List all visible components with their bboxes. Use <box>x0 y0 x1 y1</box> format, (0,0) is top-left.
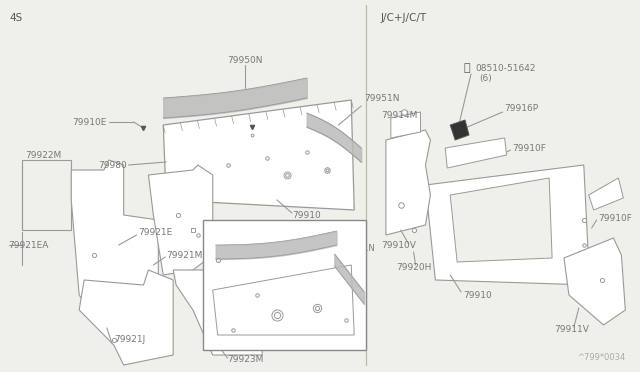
Text: 79923M: 79923M <box>228 356 264 365</box>
Text: (6): (6) <box>479 74 492 83</box>
Text: 79921J: 79921J <box>114 336 145 344</box>
Polygon shape <box>212 265 354 335</box>
Polygon shape <box>71 160 158 310</box>
Polygon shape <box>589 178 623 210</box>
Polygon shape <box>391 112 420 138</box>
Text: 79950N: 79950N <box>228 55 263 64</box>
Text: J/C+J/C/T: J/C+J/C/T <box>381 13 427 23</box>
Text: 79910F: 79910F <box>598 214 632 222</box>
Text: 79910: 79910 <box>463 291 492 299</box>
Polygon shape <box>163 100 354 210</box>
Text: DP: DP <box>348 223 361 233</box>
Text: 79910: 79910 <box>292 211 321 219</box>
Text: Ⓢ: Ⓢ <box>463 63 470 73</box>
Text: 79910V: 79910V <box>381 241 416 250</box>
Text: 79950N: 79950N <box>248 221 280 230</box>
Polygon shape <box>386 130 431 235</box>
Polygon shape <box>450 178 552 262</box>
Text: 79911V: 79911V <box>554 326 589 334</box>
Polygon shape <box>450 120 469 140</box>
Bar <box>203 220 366 350</box>
Text: 79921EA: 79921EA <box>8 241 48 250</box>
Text: 4S: 4S <box>10 13 23 23</box>
Text: 79920H: 79920H <box>396 263 431 273</box>
Text: 79922M: 79922M <box>25 151 61 160</box>
Polygon shape <box>426 165 589 285</box>
Text: 79914M: 79914M <box>381 110 417 119</box>
Text: 79910E: 79910E <box>72 118 107 126</box>
Text: 79910: 79910 <box>208 337 234 346</box>
Text: 79916P: 79916P <box>504 103 539 112</box>
Polygon shape <box>564 238 625 325</box>
Polygon shape <box>79 270 173 365</box>
Text: 79910E: 79910E <box>206 224 237 232</box>
Text: 79951N: 79951N <box>364 93 399 103</box>
Text: 79910F: 79910F <box>513 144 547 153</box>
Polygon shape <box>445 138 507 168</box>
Text: 79951N: 79951N <box>342 244 375 253</box>
Polygon shape <box>148 165 212 275</box>
Text: 79980: 79980 <box>98 160 127 170</box>
Text: 79921E: 79921E <box>138 228 173 237</box>
Polygon shape <box>173 260 262 355</box>
Polygon shape <box>22 160 71 230</box>
Text: 08510-51642: 08510-51642 <box>475 64 536 73</box>
Text: ^799*0034: ^799*0034 <box>577 353 625 362</box>
Text: 79921M: 79921M <box>166 250 203 260</box>
